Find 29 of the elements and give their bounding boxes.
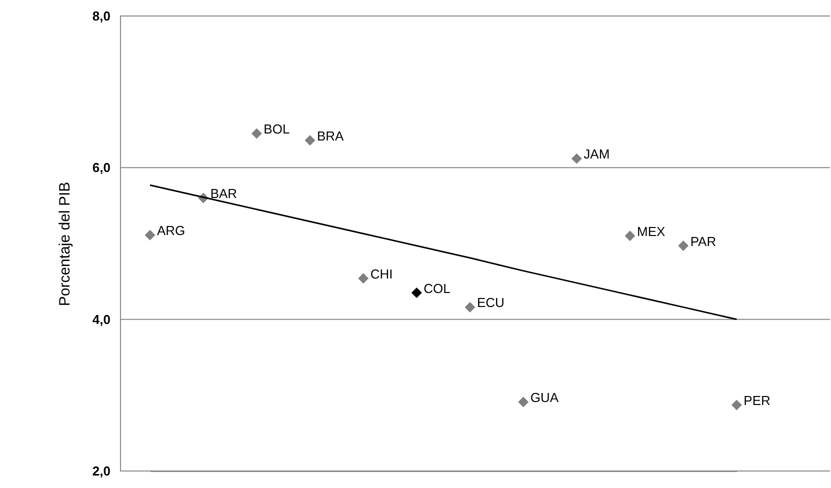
data-label: COL bbox=[424, 280, 450, 296]
data-label: ECU bbox=[477, 295, 504, 310]
point bbox=[411, 288, 422, 298]
data-label: PAR bbox=[690, 234, 716, 249]
y-tick-label: 4,0 bbox=[92, 312, 110, 327]
y-axis-title: Porcentaje del PIB bbox=[56, 182, 74, 306]
data-label: BAR bbox=[210, 186, 238, 201]
data-label: PER bbox=[744, 393, 770, 408]
point bbox=[731, 400, 742, 410]
line-series bbox=[149, 184, 738, 320]
data-label: BRA bbox=[317, 128, 344, 144]
point bbox=[678, 240, 689, 252]
point bbox=[464, 302, 476, 312]
data-label: BOL bbox=[264, 122, 290, 137]
data-label: JAM bbox=[584, 146, 610, 162]
point bbox=[144, 230, 156, 240]
point bbox=[251, 128, 262, 139]
point bbox=[358, 273, 369, 284]
data-label: GUA bbox=[530, 390, 559, 405]
point bbox=[304, 135, 316, 146]
y-tick-label: 2,0 bbox=[92, 464, 110, 478]
y-tick-label: 6,0 bbox=[92, 160, 110, 176]
data-label: ARG bbox=[157, 223, 186, 238]
point bbox=[518, 396, 529, 408]
data-label: CHI bbox=[370, 266, 393, 282]
data-label: MEX bbox=[637, 224, 666, 239]
y-tick-label: 8,0 bbox=[92, 8, 110, 24]
point bbox=[624, 230, 636, 242]
point bbox=[571, 153, 582, 164]
